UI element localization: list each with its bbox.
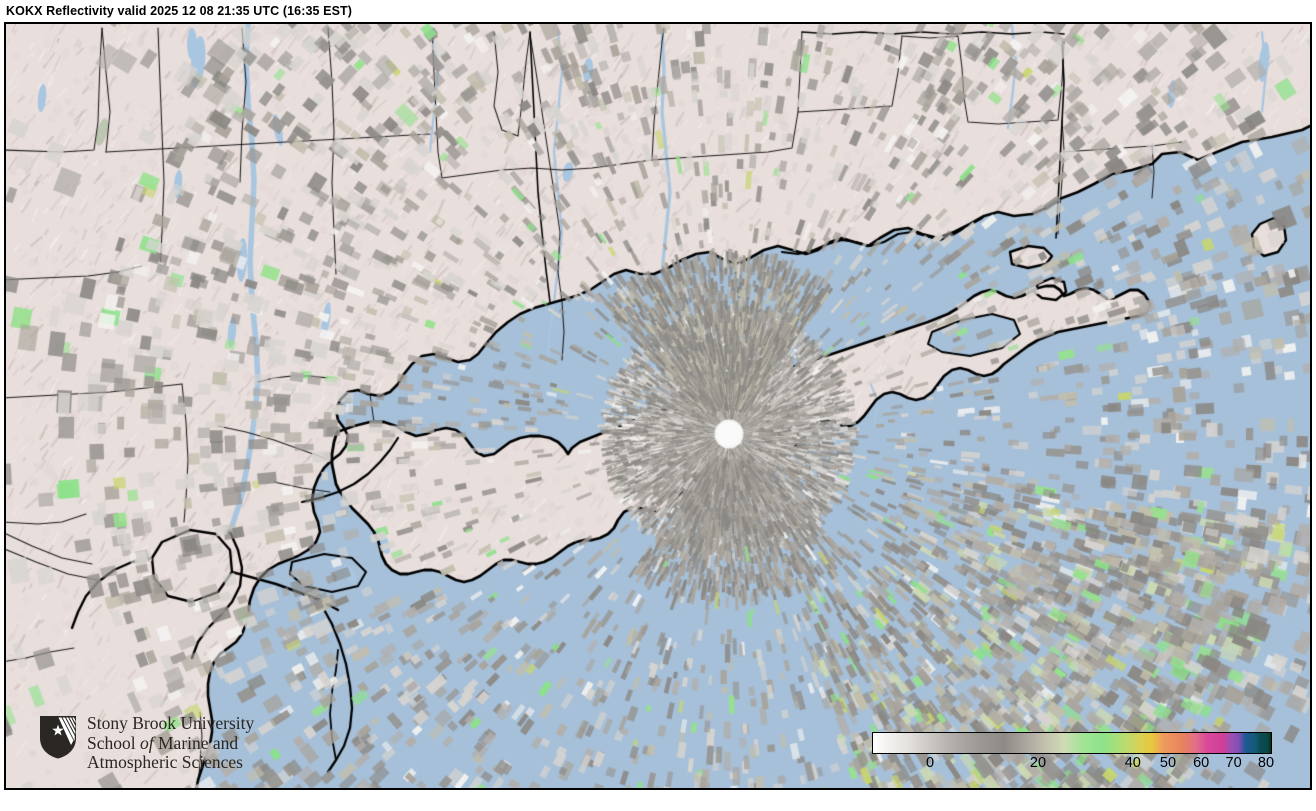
colorbar-tick-50: 50 [1159,755,1177,771]
colorbar-gradient [873,733,1271,753]
colorbar-swatch[interactable] [872,732,1272,754]
radar-map-canvas[interactable] [6,24,1310,788]
colorbar-tick-70: 70 [1225,755,1242,771]
colorbar-tick-labels: 0 20 40 50 60 70 80 [872,755,1275,775]
colorbar-tick-0: 0 [925,755,935,771]
reflectivity-colorbar[interactable]: 0 20 40 50 60 70 80 [872,732,1275,775]
colorbar-tick-40: 40 [1124,755,1141,771]
colorbar-tick-80: 80 [1257,755,1275,771]
colorbar-tick-60: 60 [1193,755,1210,771]
radar-map-frame [4,22,1312,790]
colorbar-tick-20: 20 [1029,755,1047,771]
page-title: KOKX Reflectivity valid 2025 12 08 21:35… [6,4,353,18]
